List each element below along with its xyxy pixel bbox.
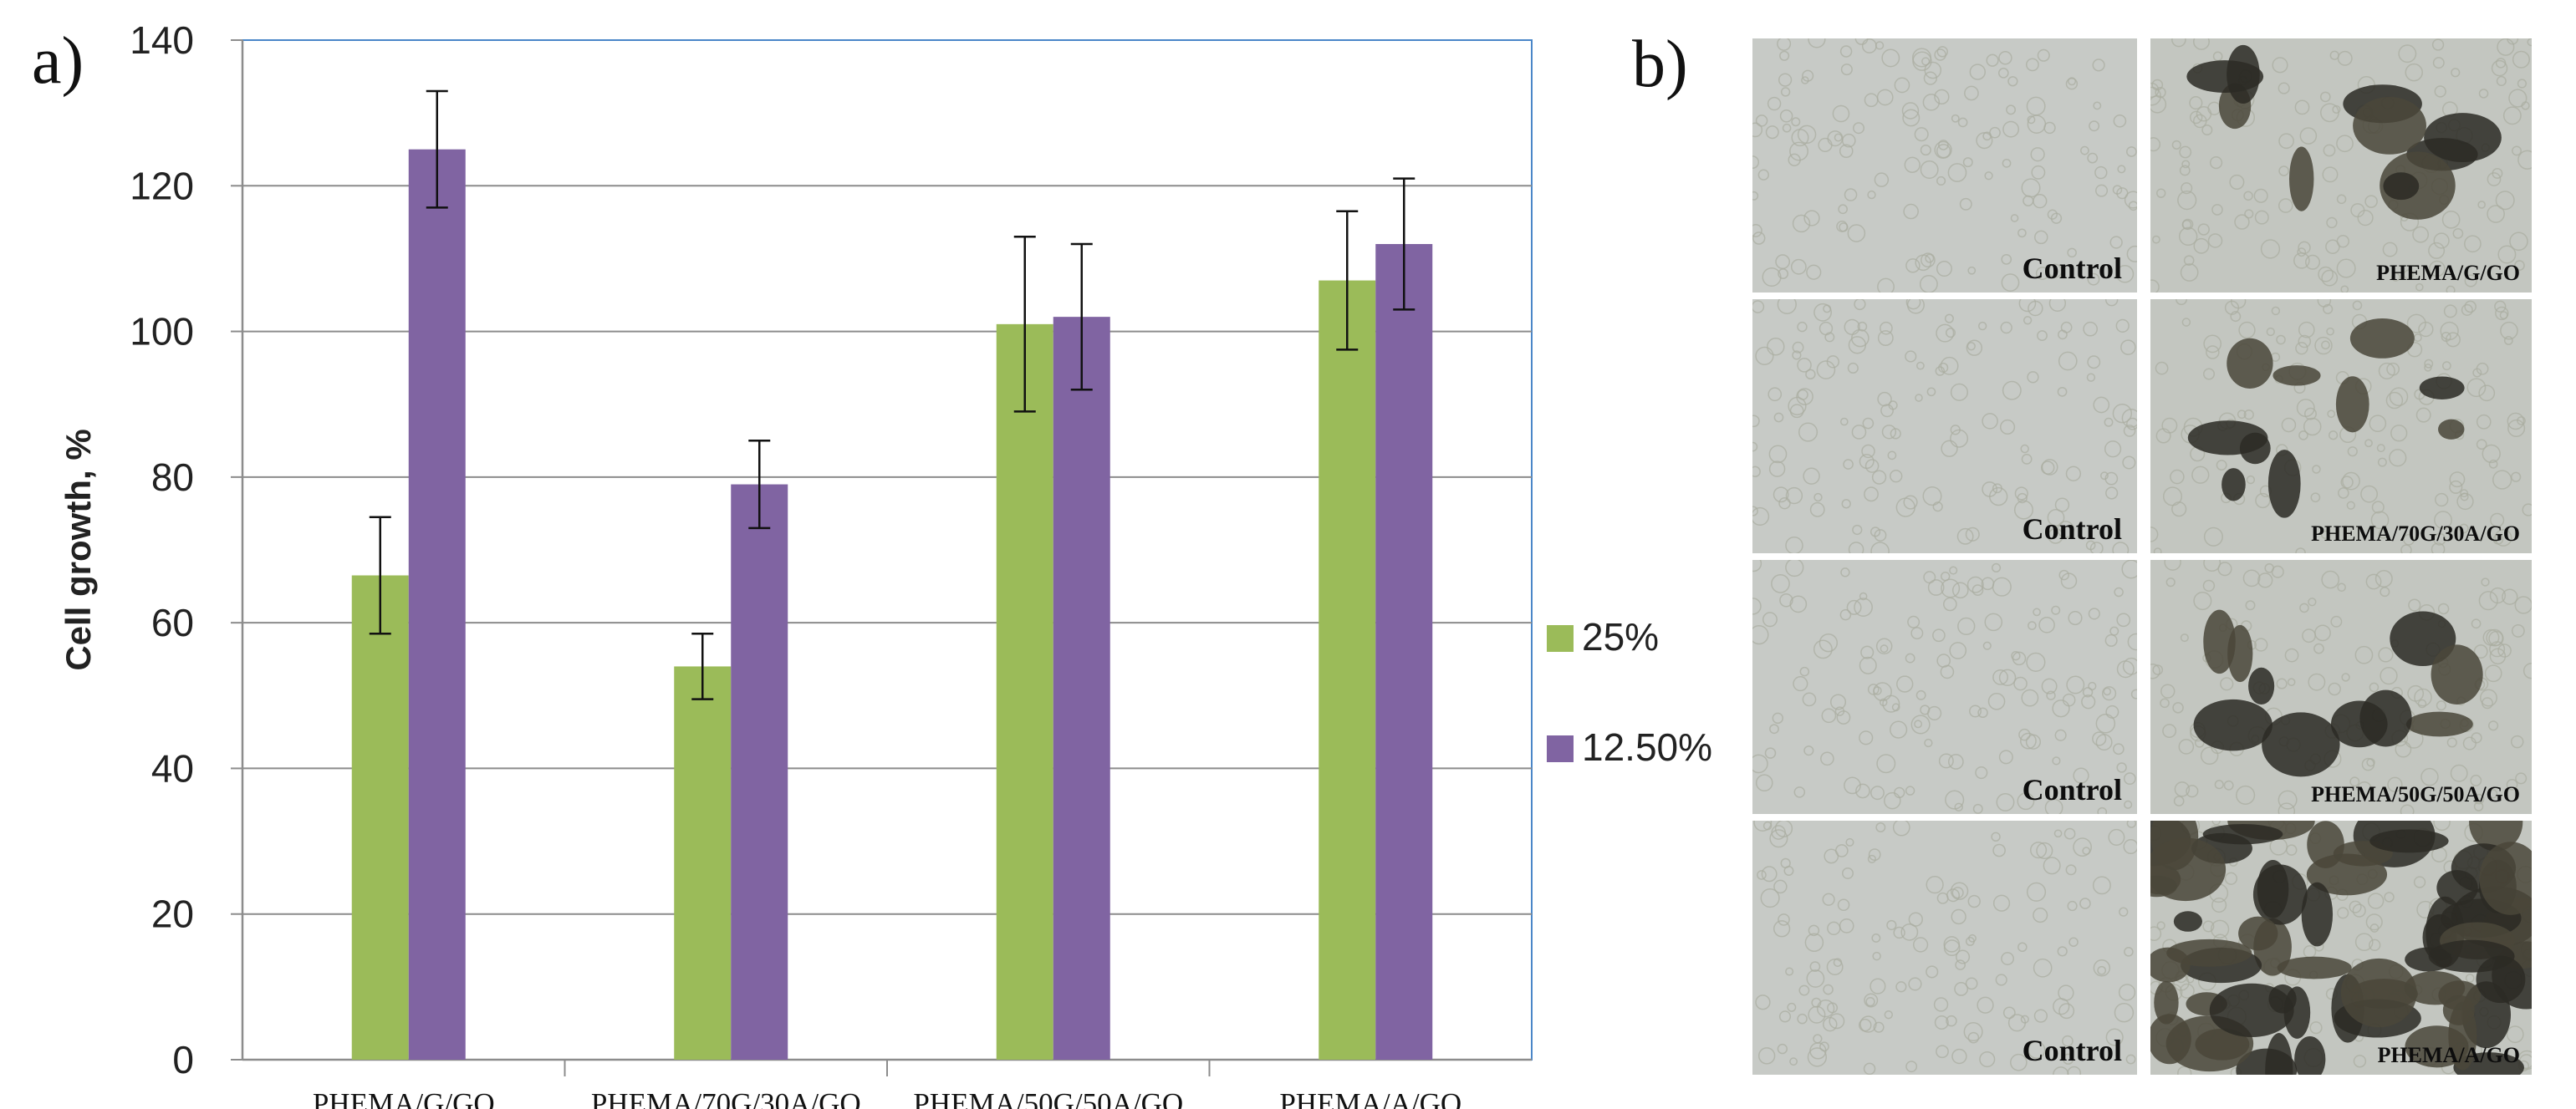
bar-series-12-5-2	[1053, 317, 1110, 1061]
bar-series-25-0	[351, 575, 409, 1060]
error-bar	[748, 440, 771, 530]
sample-label: PHEMA/A/GO	[2377, 1043, 2520, 1067]
legend-label: 12.50%	[1582, 725, 1712, 769]
sample-micrograph: PHEMA/70G/30A/GO	[2150, 299, 2532, 553]
error-bar	[426, 89, 448, 209]
control-micrograph: Control	[1752, 299, 2137, 553]
x-category-label: PHEMA/50G/50A/GO	[913, 1087, 1183, 1109]
bar-series-25-3	[1319, 280, 1376, 1061]
x-category-label: PHEMA/70G/30A/GO	[591, 1087, 861, 1109]
x-category-label: PHEMA/A/GO	[1279, 1087, 1461, 1109]
bar-series-12-5-0	[408, 149, 466, 1061]
legend-swatch	[1547, 625, 1574, 652]
micrograph-texture	[1752, 38, 2137, 293]
sample-label: PHEMA/50G/50A/GO	[2311, 782, 2520, 806]
control-micrograph: Control	[1752, 560, 2137, 814]
micrograph-texture	[2150, 560, 2532, 814]
micrograph-texture	[2150, 299, 2532, 553]
y-tick-label: 80	[151, 455, 194, 499]
micrograph-texture	[1752, 560, 2137, 814]
x-category-label: PHEMA/G/GO	[313, 1087, 495, 1109]
legend-swatch	[1547, 735, 1574, 762]
bar-series-25-1	[674, 666, 732, 1060]
sample-micrograph: PHEMA/A/GO	[2150, 821, 2532, 1075]
control-label: Control	[2022, 512, 2122, 546]
micrograph-texture	[1752, 821, 2137, 1075]
panel-label-a: a)	[32, 24, 84, 98]
control-label: Control	[2022, 252, 2122, 285]
sample-label: PHEMA/70G/30A/GO	[2311, 521, 2520, 546]
panel-label-b: b)	[1632, 28, 1688, 101]
y-tick-label: 40	[151, 746, 194, 790]
control-micrograph: Control	[1752, 821, 2137, 1075]
control-label: Control	[2022, 773, 2122, 806]
sample-label: PHEMA/G/GO	[2376, 261, 2520, 285]
micrograph-panel: Control PHEMA/G/GO Control PHEMA/70G/30A/GO…	[1741, 32, 2543, 1093]
sample-micrograph: PHEMA/G/GO	[2150, 38, 2532, 293]
error-bar	[1393, 177, 1416, 311]
control-micrograph: Control	[1752, 38, 2137, 293]
error-bar	[1013, 236, 1036, 413]
bar-chart: 0 20 40 60 80 100 120 140 Cell growth, % PHEMA/G/…	[59, 18, 1712, 1109]
sample-micrograph: PHEMA/50G/50A/GO	[2150, 560, 2532, 814]
y-tick-label: 140	[130, 18, 194, 62]
micrograph-texture	[1752, 299, 2137, 553]
bar-series-25-2	[996, 323, 1053, 1060]
y-axis-label: Cell growth, %	[59, 429, 98, 670]
control-label: Control	[2022, 1034, 2122, 1067]
y-tick-label: 0	[172, 1038, 194, 1081]
error-bar	[369, 516, 391, 635]
error-bar	[1336, 210, 1359, 351]
error-bar	[691, 632, 714, 700]
bar-series-12-5-3	[1375, 244, 1433, 1060]
micrograph-texture	[2150, 821, 2532, 1075]
error-bar	[1070, 242, 1093, 391]
micrograph-texture	[2150, 38, 2532, 293]
y-tick-label: 60	[151, 601, 194, 644]
y-tick-label: 100	[130, 310, 194, 354]
y-tick-label: 20	[151, 893, 194, 936]
y-tick-label: 120	[130, 164, 194, 207]
legend-label: 25%	[1582, 615, 1659, 659]
bar-series-12-5-1	[731, 484, 788, 1060]
